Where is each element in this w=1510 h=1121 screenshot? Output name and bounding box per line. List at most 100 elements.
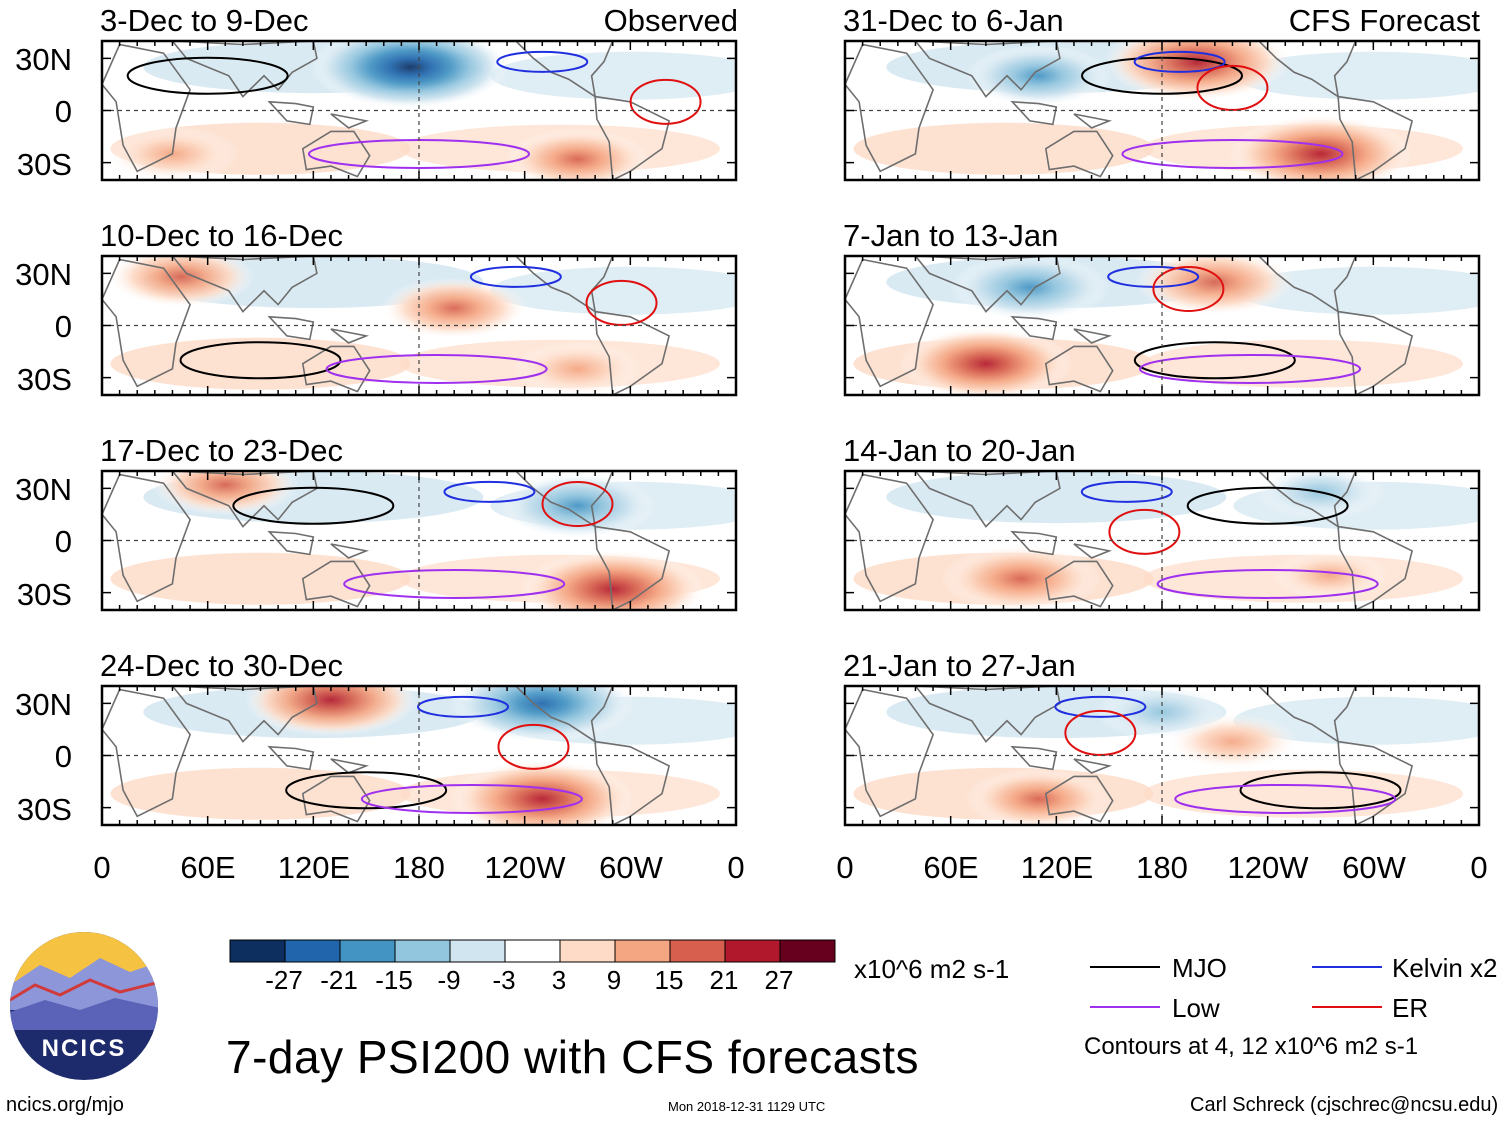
colorbar-swatch: [229, 939, 286, 963]
colorbar-label: -15: [375, 965, 413, 995]
colorbar-label: 15: [654, 965, 684, 995]
coastline: [330, 113, 370, 129]
coastline: [301, 560, 371, 608]
anomaly-center: [1269, 550, 1390, 601]
contour-line: [496, 50, 589, 73]
map-panel-fc4: [843, 684, 1481, 827]
coastline: [267, 530, 315, 556]
contour-line: [1186, 486, 1349, 525]
coastline: [1010, 745, 1058, 771]
logo-hills: [10, 998, 158, 1030]
ncics-logo: NCICS: [10, 932, 158, 1080]
anomaly-center: [449, 686, 636, 743]
xtick-left-60w: 60W: [599, 850, 663, 885]
anomaly-center: [950, 256, 1110, 321]
colorbar-label: -9: [437, 965, 461, 995]
ytick-30s-row3: 30S: [16, 577, 72, 612]
coastline: [330, 543, 370, 559]
anomaly-band: [1233, 266, 1479, 315]
anomaly-center: [899, 327, 1073, 395]
colorbar-swatch: [724, 939, 781, 963]
xtick-right-0: 0: [836, 850, 854, 885]
anomaly-center: [1135, 256, 1295, 316]
logo-text: NCICS: [42, 1035, 127, 1062]
footer-timestamp: Mon 2018-12-31 1129 UTC: [668, 1099, 826, 1114]
anomaly-band: [490, 51, 736, 100]
anomaly-center: [381, 277, 528, 339]
ytick-30s-row4: 30S: [16, 792, 72, 827]
anomaly-center: [108, 256, 255, 308]
coastline: [102, 473, 191, 603]
main-title: 7-day PSI200 with CFS forecasts: [226, 1031, 920, 1083]
anomaly-band: [110, 337, 411, 390]
contour-line: [126, 56, 289, 95]
xtick-left-60e: 60E: [180, 850, 236, 885]
colorbar-label: 21: [709, 965, 739, 995]
colorbar-label: 27: [764, 965, 794, 995]
anomaly-center: [449, 759, 636, 825]
map-panel-fc2: [843, 254, 1481, 397]
colorbar-units: x10^6 m2 s-1: [854, 954, 1010, 984]
coastline: [845, 258, 934, 388]
xtick-right-120e: 120E: [1020, 850, 1094, 885]
contour-line: [497, 723, 570, 770]
xtick-left-120e: 120E: [277, 850, 351, 885]
contour-line: [585, 279, 658, 326]
contour-line: [1156, 568, 1379, 599]
coastline: [301, 775, 371, 823]
coastline: [845, 473, 934, 603]
panel-title-fc3: 14-Jan to 20-Jan: [843, 433, 1076, 468]
ytick-0-row4: 0: [54, 739, 72, 774]
anomaly-center: [1254, 471, 1387, 520]
anomaly-center: [1227, 114, 1414, 180]
map-panel-obs4: [100, 684, 738, 827]
coastline: [330, 328, 370, 344]
coastline: [102, 258, 191, 388]
colorbar-swatch: [449, 939, 506, 963]
map-panel-obs2: [100, 254, 738, 397]
coastline: [1044, 345, 1114, 393]
coastline: [1010, 530, 1058, 556]
colorbar-label: -21: [320, 965, 358, 995]
xtick-left-180: 180: [393, 850, 445, 885]
panel-title-obs1: 3-Dec to 9-Dec: [100, 3, 309, 38]
ytick-0-row2: 0: [54, 309, 72, 344]
contour-line: [1139, 353, 1362, 384]
colorbar-swatch: [504, 939, 561, 963]
xtick-right-120w: 120W: [1227, 850, 1309, 885]
contour-line: [1054, 695, 1147, 718]
coastline: [1010, 315, 1058, 341]
xtick-right-180: 180: [1136, 850, 1188, 885]
anomaly-center: [511, 341, 644, 395]
coastline: [102, 688, 191, 818]
map-panel-fc3: [843, 469, 1481, 612]
xtick-left-0: 0: [93, 850, 111, 885]
ytick-30n-row4: 30N: [15, 687, 72, 722]
footer-author: Carl Schreck (cjschrec@ncsu.edu): [1190, 1094, 1499, 1116]
anomaly-center: [519, 550, 706, 610]
contour-line: [541, 481, 614, 528]
colorbar-swatch: [779, 939, 836, 963]
panel-title-obs3: 17-Dec to 23-Dec: [100, 433, 343, 468]
contour-line: [1239, 771, 1402, 810]
colorbar-swatch: [614, 939, 671, 963]
map-panel-obs3: [100, 469, 738, 612]
coastline: [267, 100, 315, 126]
anomaly-band: [1233, 51, 1479, 100]
contour-line: [1133, 341, 1296, 380]
anomaly-center: [965, 45, 1112, 107]
coastline: [1010, 100, 1058, 126]
contour-line: [1108, 508, 1181, 555]
panel-title-fc2: 7-Jan to 13-Jan: [843, 218, 1059, 253]
xtick-right-0-end: 0: [1470, 850, 1488, 885]
colorbar-label: 3: [551, 965, 567, 995]
colorbar-label: 9: [606, 965, 622, 995]
panel-title-obs4: 24-Dec to 30-Dec: [100, 648, 343, 683]
contour-line: [343, 568, 566, 599]
coastline: [845, 43, 934, 173]
coastline: [845, 688, 934, 818]
colorbar-label: -27: [265, 965, 303, 995]
colorbar-swatch: [669, 939, 726, 963]
xtick-right-60w: 60W: [1342, 850, 1406, 885]
